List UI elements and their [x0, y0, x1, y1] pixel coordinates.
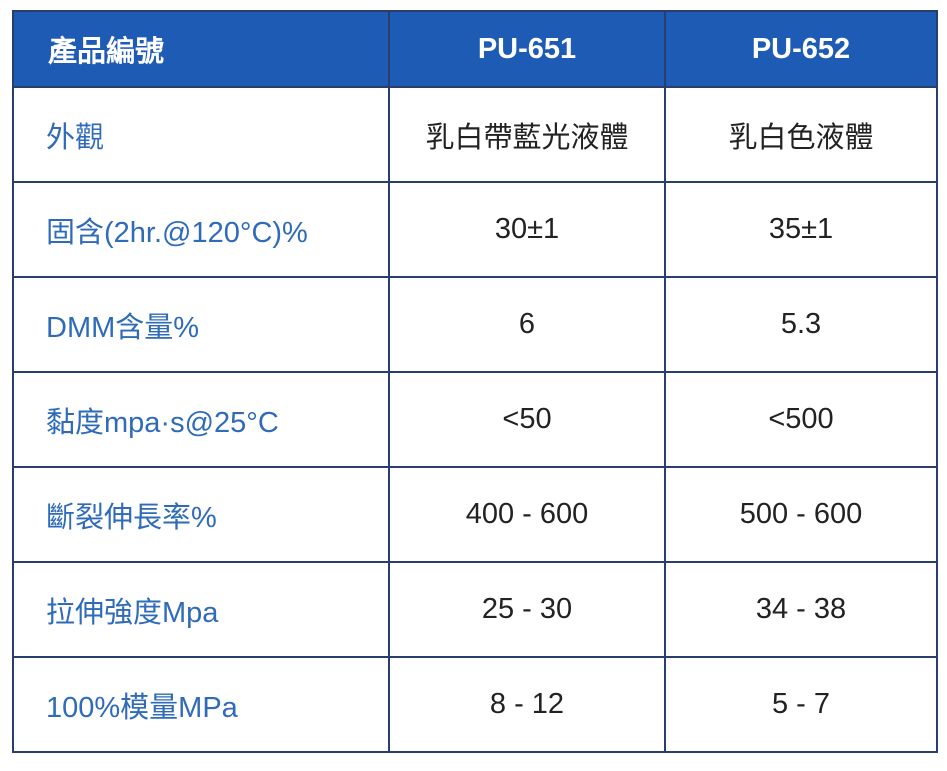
- header-product-pu652: PU-652: [664, 10, 938, 88]
- cell-value-pu651: 8 - 12: [388, 656, 666, 753]
- cell-value-pu652: 5 - 7: [664, 656, 938, 753]
- row-property-appearance: 外觀: [12, 86, 390, 183]
- cell-value-pu652: <500: [664, 371, 938, 468]
- row-property-tensile-strength: 拉伸強度Mpa: [12, 561, 390, 658]
- cell-value-pu651: 400 - 600: [388, 466, 666, 563]
- header-product-number-label: 產品編號: [12, 10, 390, 88]
- row-property-dmm-content: DMM含量%: [12, 276, 390, 373]
- cell-value-pu652: 500 - 600: [664, 466, 938, 563]
- cell-value-pu651: 乳白帶藍光液體: [388, 86, 666, 183]
- cell-value-pu651: 30±1: [388, 181, 666, 278]
- table-row: 斷裂伸長率% 400 - 600 500 - 600: [12, 466, 938, 563]
- cell-value-pu651: 6: [388, 276, 666, 373]
- table-row: 固含(2hr.@120°C)% 30±1 35±1: [12, 181, 938, 278]
- cell-value-pu652: 34 - 38: [664, 561, 938, 658]
- table-header-row: 產品編號 PU-651 PU-652: [12, 10, 938, 88]
- product-spec-table: 產品編號 PU-651 PU-652 外觀 乳白帶藍光液體 乳白色液體 固含(2…: [12, 10, 938, 753]
- table-row: 100%模量MPa 8 - 12 5 - 7: [12, 656, 938, 753]
- cell-value-pu652: 35±1: [664, 181, 938, 278]
- table-row: DMM含量% 6 5.3: [12, 276, 938, 373]
- table-row: 拉伸強度Mpa 25 - 30 34 - 38: [12, 561, 938, 658]
- cell-value-pu652: 5.3: [664, 276, 938, 373]
- row-property-viscosity: 黏度mpa·s@25°C: [12, 371, 390, 468]
- row-property-solid-content: 固含(2hr.@120°C)%: [12, 181, 390, 278]
- cell-value-pu651: 25 - 30: [388, 561, 666, 658]
- cell-value-pu651: <50: [388, 371, 666, 468]
- row-property-modulus: 100%模量MPa: [12, 656, 390, 753]
- cell-value-pu652: 乳白色液體: [664, 86, 938, 183]
- table-row: 黏度mpa·s@25°C <50 <500: [12, 371, 938, 468]
- table-row: 外觀 乳白帶藍光液體 乳白色液體: [12, 86, 938, 183]
- header-product-pu651: PU-651: [388, 10, 666, 88]
- row-property-elongation: 斷裂伸長率%: [12, 466, 390, 563]
